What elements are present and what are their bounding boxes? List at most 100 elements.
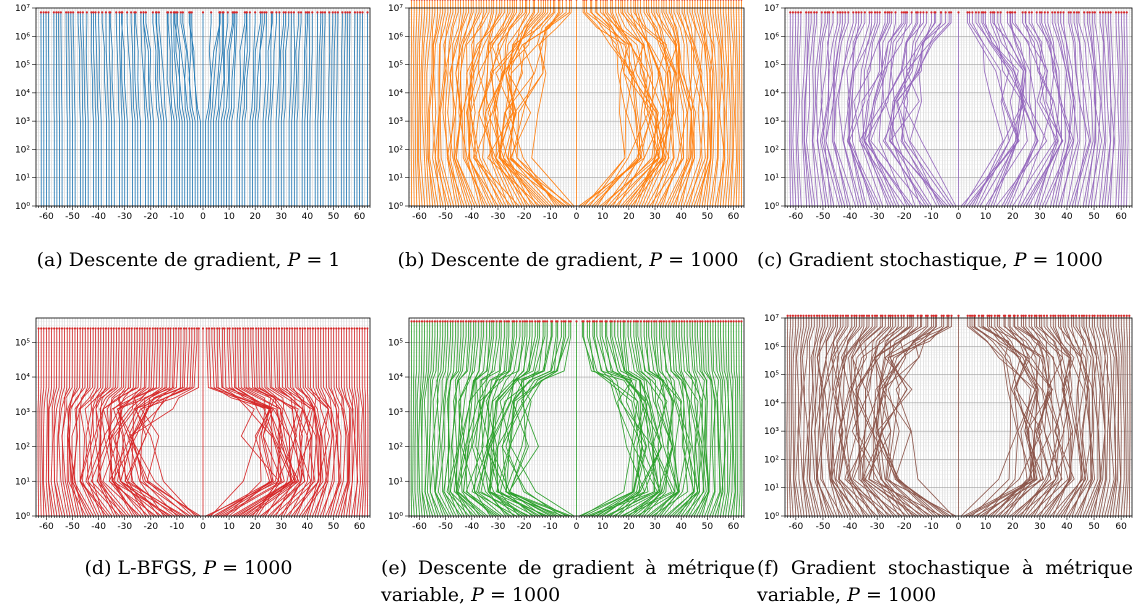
endpoint-marker [1062,11,1065,14]
endpoint-marker [130,327,133,330]
trajectory [79,12,84,206]
trajectory [458,0,481,207]
trajectory [799,315,808,517]
trajectory [578,0,645,207]
endpoint-marker [482,320,485,323]
endpoint-marker [410,0,413,1]
trajectory [1020,315,1065,517]
trajectory [641,0,673,207]
trajectory [257,12,265,206]
trajectory [887,315,929,517]
trajectory [602,0,657,207]
trajectory [226,12,235,206]
endpoint-marker [166,11,170,14]
endpoint-marker [841,11,844,14]
trajectory [607,0,659,207]
y-tick-label: 10² [15,443,30,453]
endpoint-marker [1099,11,1102,14]
y-tick-label: 10⁴ [388,89,403,99]
endpoint-marker [688,0,691,1]
caption-e: (e) Descente de gradient à métrique vari… [381,555,755,609]
trajectory [262,12,267,206]
trajectory [317,12,322,206]
endpoint-marker [590,0,593,1]
endpoint-marker [613,320,616,323]
endpoint-marker [511,320,514,323]
trajectory [709,0,719,207]
endpoint-marker [717,320,720,323]
endpoint-marker [428,0,431,1]
trajectory [327,328,340,517]
endpoint-marker [39,11,43,14]
endpoint-marker [844,11,847,14]
endpoint-marker [1112,314,1115,317]
trajectory [505,0,559,207]
trajectory [974,315,1045,517]
endpoint-marker [513,320,516,323]
endpoint-marker [1078,314,1081,317]
trajectory [361,328,365,517]
trajectory [116,328,165,517]
endpoint-marker [1072,11,1076,14]
trajectory [359,328,364,517]
x-tick-label: -30 [870,212,885,222]
trajectory [847,12,875,207]
endpoint-marker [480,320,483,323]
trajectory [581,321,638,517]
trajectory [442,0,460,207]
endpoint-marker [642,320,646,323]
trajectory [114,328,167,517]
endpoint-marker [930,11,933,14]
x-tick-label: -20 [143,522,158,532]
y-tick-label: 10³ [388,117,403,127]
trajectory [463,321,499,517]
trajectory [480,321,522,517]
endpoint-marker [858,314,861,317]
trajectory [420,0,426,207]
trajectory [489,321,548,517]
trajectory [829,315,854,517]
trajectory [58,12,60,206]
endpoint-marker [730,0,733,1]
endpoint-marker [110,327,113,330]
trajectory [280,12,287,206]
trajectory [850,315,883,517]
panel-b: -60 -50 -40 -30 -20 -10 0 10 20 30 40 50 60 10⁰ 10¹ 10²… [377,0,752,230]
trajectory [241,328,296,517]
trajectory [167,12,175,206]
caption-text: (f) Gradient stochastique à métrique var… [757,557,1133,606]
trajectory [820,12,835,207]
markers [410,320,743,323]
endpoint-marker [193,327,196,330]
endpoint-marker [330,327,333,330]
endpoint-marker [940,314,943,317]
trajectory [639,321,666,517]
endpoint-marker [794,314,797,317]
endpoint-marker [515,0,518,1]
endpoint-marker [575,320,578,323]
endpoint-marker [884,314,887,317]
endpoint-marker [285,327,289,330]
y-tick-label: 10⁶ [764,32,779,42]
series [40,12,368,206]
x-tick-label: -30 [491,212,506,222]
endpoint-marker [324,327,327,330]
endpoint-marker [946,314,949,317]
y-tick-label: 10⁰ [15,512,30,522]
trajectory [314,12,318,206]
y-axis: 10⁰ 10¹ 10² 10³ 10⁴ 10⁵ [388,338,409,522]
trajectory [740,321,743,517]
endpoint-marker [831,11,835,14]
endpoint-marker [998,314,1001,317]
endpoint-marker [159,327,162,330]
markers [786,314,1131,317]
trajectory [738,0,741,207]
endpoint-marker [242,327,245,330]
endpoint-marker [125,327,128,330]
endpoint-marker [344,11,347,14]
endpoint-marker [676,0,679,1]
endpoint-marker [283,327,286,330]
trajectory [228,12,236,206]
x-tick-label: 0 [956,212,962,222]
trajectory [638,0,667,207]
